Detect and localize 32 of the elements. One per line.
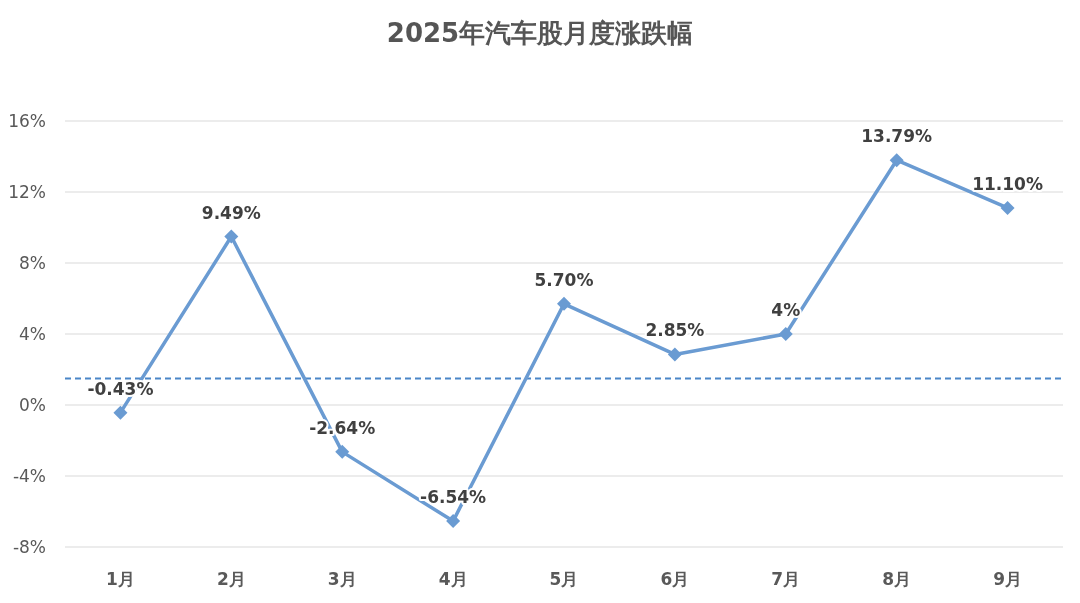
point bbox=[667, 347, 682, 362]
data-label: 13.79% bbox=[861, 126, 933, 147]
y-tick-label: 12% bbox=[8, 182, 46, 202]
y-tick-label: 16% bbox=[8, 111, 46, 131]
point bbox=[1000, 200, 1015, 215]
x-tick-label: 8月 bbox=[882, 569, 912, 589]
x-tick-label: 5月 bbox=[549, 569, 579, 589]
point bbox=[113, 405, 128, 420]
data-label: 11.10% bbox=[972, 173, 1043, 194]
data-label: 2.85% bbox=[645, 320, 705, 341]
data-label: 5.70% bbox=[534, 269, 594, 290]
point bbox=[889, 153, 904, 168]
x-tick-label: 2月 bbox=[216, 569, 246, 589]
y-tick-label: -4% bbox=[12, 466, 46, 486]
data-label: 9.49% bbox=[201, 202, 261, 223]
x-tick-label: 7月 bbox=[771, 569, 801, 589]
point bbox=[335, 444, 350, 459]
y-tick-label: 8% bbox=[19, 253, 46, 273]
point bbox=[224, 229, 239, 244]
x-tick-label: 1月 bbox=[106, 569, 135, 589]
data-label: 4% bbox=[771, 300, 801, 320]
point bbox=[778, 327, 793, 341]
x-tick-label: 4月 bbox=[438, 569, 468, 589]
y-tick-label: 4% bbox=[19, 324, 46, 344]
y-tick-label: -8% bbox=[12, 537, 46, 557]
chart-title: 2025年汽车股月度涨跌幅 bbox=[386, 18, 694, 48]
point bbox=[557, 296, 571, 311]
point bbox=[446, 514, 461, 529]
x-tick-label: 3月 bbox=[327, 569, 357, 589]
x-tick-label: 9月 bbox=[993, 569, 1022, 589]
x-tick-label: 6月 bbox=[660, 569, 690, 589]
y-tick-label: 0% bbox=[19, 395, 46, 415]
